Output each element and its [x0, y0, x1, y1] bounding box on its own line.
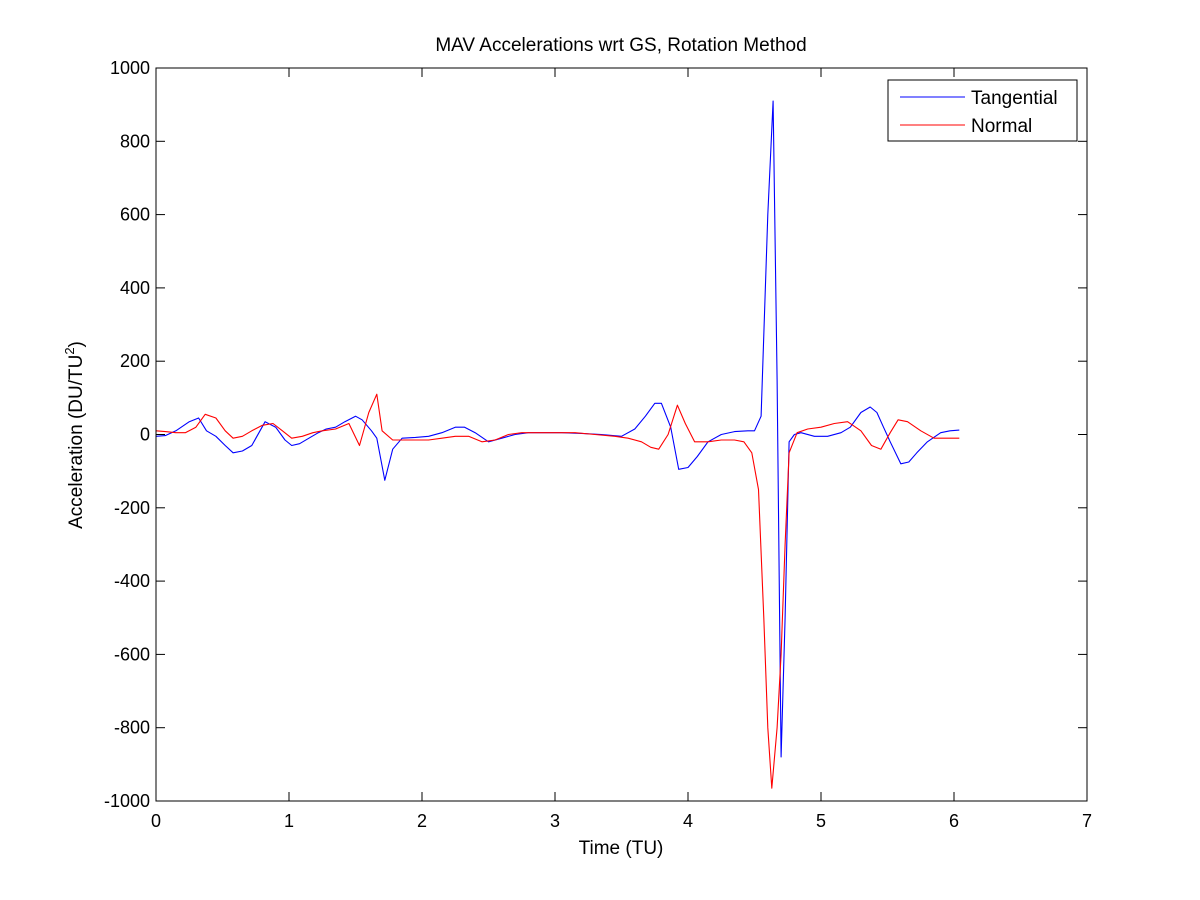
x-tick-label: 1 [284, 811, 294, 831]
plot-area [156, 68, 1087, 801]
y-axis-label-main: Acceleration (DU/TU [66, 355, 87, 529]
legend-box [887, 79, 1078, 142]
legend: Tangential Normal [887, 79, 1078, 142]
y-tick-label: -400 [114, 571, 150, 591]
y-tick-label: 600 [120, 205, 150, 225]
y-tick-label: 1000 [110, 58, 150, 78]
legend-label-normal: Normal [971, 116, 1032, 137]
x-axis: 0 1 2 3 4 5 6 7 [151, 68, 1092, 831]
x-tick-label: 2 [417, 811, 427, 831]
x-tick-label: 0 [151, 811, 161, 831]
y-tick-label: -1000 [104, 791, 150, 811]
y-axis-label-superscript: 2 [62, 347, 77, 354]
x-axis-label: Time (TU) [579, 838, 664, 859]
x-tick-label: 6 [949, 811, 959, 831]
series-line-normal [155, 393, 960, 789]
y-tick-label: -200 [114, 498, 150, 518]
chart-title: MAV Accelerations wrt GS, Rotation Metho… [435, 35, 806, 56]
x-tick-label: 4 [683, 811, 693, 831]
x-tick-label: 3 [550, 811, 560, 831]
y-tick-label: 400 [120, 278, 150, 298]
series-layer [155, 100, 960, 789]
y-axis-label: Acceleration (DU/TU2) [62, 341, 87, 529]
y-axis: -1000 -800 -600 -400 -200 0 200 400 600 800 1000 [104, 58, 1087, 811]
y-tick-label: 0 [140, 425, 150, 445]
y-axis-label-suffix: ) [66, 341, 87, 347]
x-tick-label: 5 [816, 811, 826, 831]
y-tick-label: -800 [114, 718, 150, 738]
legend-label-tangential: Tangential [971, 88, 1058, 109]
x-tick-label: 7 [1082, 811, 1092, 831]
y-tick-label: 800 [120, 131, 150, 151]
y-tick-label: 200 [120, 351, 150, 371]
y-tick-label: -600 [114, 644, 150, 664]
